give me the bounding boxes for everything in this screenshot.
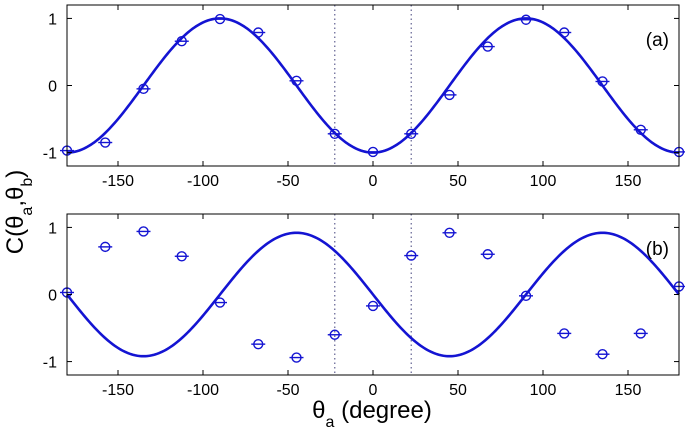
x-axis-label: θa (degree)	[312, 397, 432, 431]
x-tick-label: 150	[615, 173, 642, 190]
fit-curve	[66, 17, 680, 154]
x-tick-label: -150	[102, 382, 134, 399]
panel-label: (a)	[646, 30, 669, 51]
x-tick-label: -50	[276, 173, 299, 190]
x-tick-label: -100	[187, 173, 219, 190]
y-tick-label: 0	[48, 288, 57, 305]
x-tick-label: 150	[615, 382, 642, 399]
x-tick-label: -50	[276, 382, 299, 399]
y-tick-label: 0	[48, 79, 57, 96]
plot-frame	[66, 4, 680, 167]
x-tick-label: -150	[102, 173, 134, 190]
x-tick-label: 50	[449, 382, 467, 399]
panel-b: -150 -100 -50 0 50 100 150 -1 0 1 (b)	[43, 213, 685, 399]
x-tick-label: 100	[530, 382, 557, 399]
panel-label: (b)	[646, 239, 669, 260]
fit-curve	[65, 231, 681, 358]
x-tick-label: 0	[369, 382, 378, 399]
y-tick-label: 1	[48, 220, 57, 237]
x-tick-label: 100	[530, 173, 557, 190]
x-tick-label: 0	[369, 173, 378, 190]
panel-a: -150 -100 -50 0 50 100 150 -1 0 1 (a)	[43, 4, 685, 190]
x-tick-label: -100	[187, 382, 219, 399]
y-tick-label: -1	[43, 355, 57, 372]
y-tick-label: 1	[48, 11, 57, 28]
y-tick-label: -1	[43, 146, 57, 163]
x-tick-label: 50	[449, 173, 467, 190]
y-axis-label: C(θa,θb)	[2, 170, 36, 255]
